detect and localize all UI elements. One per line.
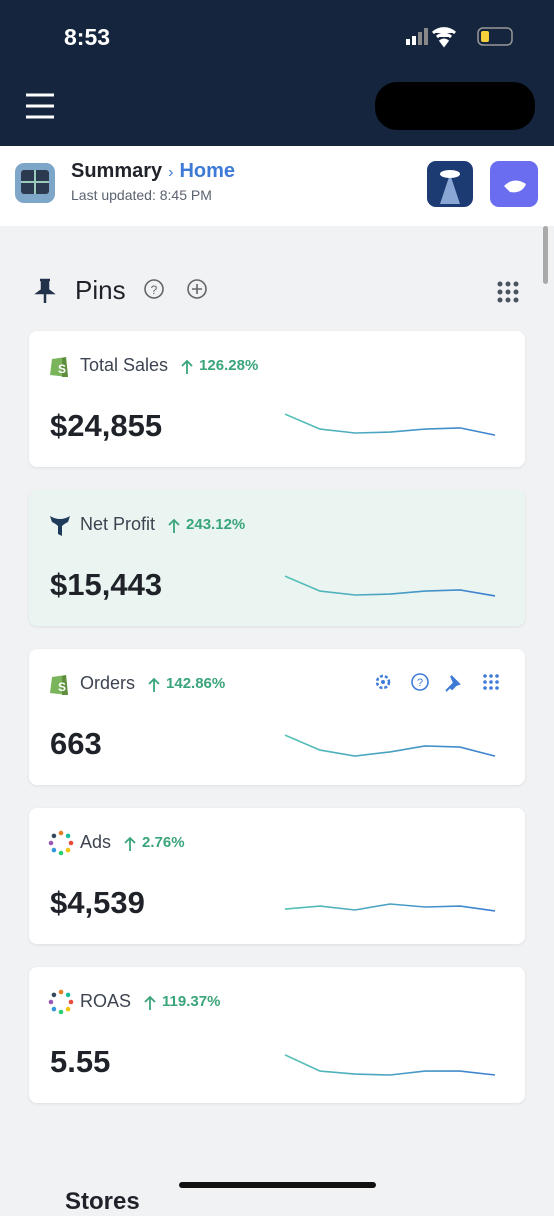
metric-card[interactable]: ROAS 119.37% 5.55 xyxy=(29,967,525,1103)
metric-card[interactable]: Net Profit 243.12% $15,443 xyxy=(29,490,525,626)
section-title: Stores xyxy=(65,1188,140,1215)
card-tools[interactable]: ? xyxy=(371,670,501,694)
sparkline xyxy=(284,903,496,912)
last-updated: Last updated: 8:45 PM xyxy=(71,187,212,203)
card-title: Total Sales xyxy=(80,355,169,375)
trend-line xyxy=(284,413,496,436)
trend-line xyxy=(284,734,496,757)
sparkline xyxy=(284,1054,496,1076)
change-percent: 119.37% xyxy=(162,993,221,1010)
trend-line xyxy=(284,575,496,597)
metric-card[interactable]: Ads 2.76% $4,539 xyxy=(29,808,525,944)
grid-menu[interactable] xyxy=(496,280,522,304)
card-icon: S xyxy=(50,675,68,695)
home-indicator xyxy=(179,1182,376,1188)
scrollbar xyxy=(543,226,548,284)
trend-line xyxy=(284,903,496,912)
trend-line xyxy=(284,1054,496,1076)
metric-value: 663 xyxy=(50,726,102,761)
top-bar: 8:53 xyxy=(0,0,554,146)
svg-text:S: S xyxy=(58,680,66,694)
app-icon xyxy=(15,163,55,203)
pins-icons: ? xyxy=(34,278,207,303)
up-arrow xyxy=(168,518,180,533)
card-title: Orders xyxy=(80,673,136,693)
up-arrow xyxy=(144,995,156,1010)
svg-text:?: ? xyxy=(151,283,158,297)
svg-text:?: ? xyxy=(417,677,423,689)
up-arrow xyxy=(181,359,193,374)
card-icon xyxy=(48,989,74,1015)
card-title: Net Profit xyxy=(80,514,156,534)
metric-value: $15,443 xyxy=(50,567,163,602)
change-percent: 142.86% xyxy=(166,675,226,692)
svg-text:S: S xyxy=(58,362,66,376)
header: Summary › Home Last updated: 8:45 PM xyxy=(0,146,554,226)
change-percent: 126.28% xyxy=(199,357,259,374)
metric-card[interactable]: S Orders 142.86% 663? xyxy=(29,649,525,785)
card-title: ROAS xyxy=(80,991,132,1011)
breadcrumb-section[interactable]: Summary xyxy=(71,160,163,182)
metric-value: $24,855 xyxy=(50,408,163,443)
clock: 8:53 xyxy=(64,24,111,50)
section-title: Pins xyxy=(75,275,126,305)
change-percent: 2.76% xyxy=(142,834,185,851)
card-icon xyxy=(48,830,74,856)
card-icon: S xyxy=(50,357,68,377)
up-arrow xyxy=(148,677,160,692)
metric-card[interactable]: S Total Sales 126.28% $24,855 xyxy=(29,331,525,467)
change-percent: 243.12% xyxy=(186,516,246,533)
redacted xyxy=(375,82,535,130)
metric-value: $4,539 xyxy=(50,885,145,920)
menu-button[interactable] xyxy=(24,92,56,120)
up-arrow xyxy=(124,836,136,851)
sparkline xyxy=(284,575,496,597)
sparkline xyxy=(284,413,496,436)
card-icon xyxy=(50,516,70,536)
status-icons xyxy=(406,27,513,48)
card-title: Ads xyxy=(80,832,112,852)
sparkline xyxy=(284,734,496,757)
metric-value: 5.55 xyxy=(50,1044,111,1079)
header-apps[interactable] xyxy=(426,160,540,210)
breadcrumb-page[interactable]: Home xyxy=(179,160,236,182)
